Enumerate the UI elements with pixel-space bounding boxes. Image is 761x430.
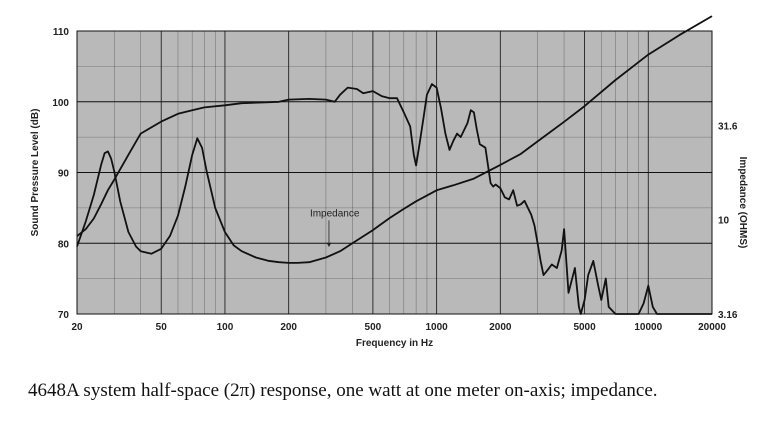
x-tick-label: 50	[156, 322, 168, 333]
series-lines	[76, 15, 713, 315]
y-right-axis-ticks: 3.16 10 31.6	[718, 121, 738, 321]
x-tick-label: 500	[365, 322, 382, 333]
x-tick-label: 100	[217, 322, 234, 333]
x-tick-label: 2000	[489, 322, 512, 333]
y-left-tick-label: 110	[53, 27, 70, 38]
chart: 20 50 100 200 500 1000 2000 5000 10000 20000 70 80…	[30, 15, 748, 349]
annotations: Impedance	[310, 208, 360, 247]
y-left-tick-label: 100	[52, 98, 69, 109]
x-axis-title: Frequency in Hz	[356, 338, 433, 349]
x-tick-label: 1000	[425, 322, 448, 333]
y-right-tick-label: 10	[718, 216, 730, 227]
y-left-tick-label: 70	[58, 310, 70, 321]
y-right-tick-label: 31.6	[718, 121, 738, 132]
annotation-label: Impedance	[310, 208, 360, 219]
y-left-tick-label: 80	[58, 239, 70, 250]
gridlines	[76, 30, 713, 315]
x-tick-label: 200	[280, 322, 297, 333]
impedance-curve	[76, 15, 713, 264]
x-tick-label: 10000	[634, 322, 662, 333]
spl-response-curve	[76, 83, 712, 315]
y-left-axis-ticks: 70 80 90 100 110	[52, 27, 69, 321]
x-tick-label: 20	[71, 322, 83, 333]
y-left-tick-label: 90	[58, 169, 70, 180]
y-left-axis-title: Sound Pressure Level (dB)	[30, 109, 41, 237]
x-tick-label: 20000	[698, 322, 726, 333]
y-right-tick-label: 3.16	[718, 310, 738, 321]
y-right-axis-title: Impedance (OHMS)	[737, 157, 748, 249]
figure-caption: 4648A system half-space (2π) response, o…	[28, 380, 658, 401]
x-tick-label: 5000	[573, 322, 596, 333]
annotation-arrowhead	[326, 242, 332, 247]
x-axis-ticks: 20 50 100 200 500 1000 2000 5000 10000 20000	[71, 322, 726, 333]
